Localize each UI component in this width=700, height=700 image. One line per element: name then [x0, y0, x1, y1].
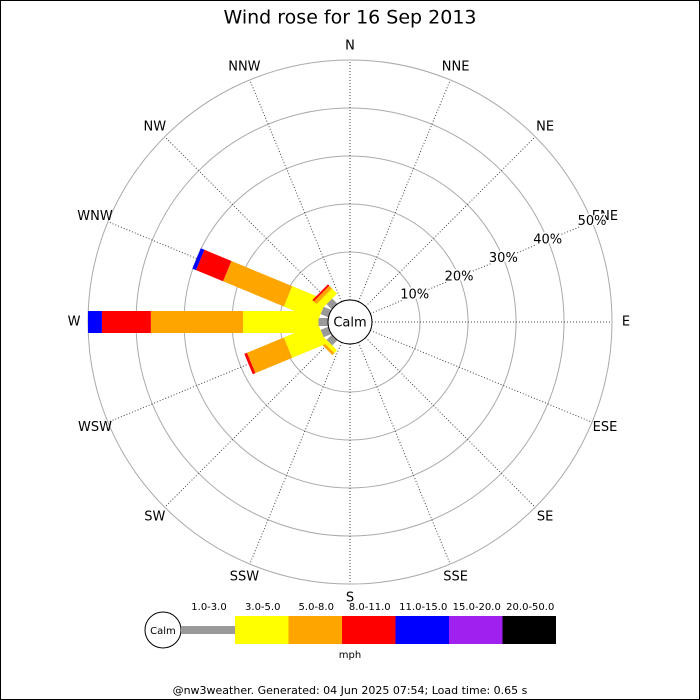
- spoke: [249, 342, 343, 565]
- r-tick-label: 50%: [578, 214, 607, 229]
- direction-label: W: [68, 315, 81, 330]
- spoke: [365, 136, 536, 307]
- bar-segment: [326, 298, 338, 310]
- bar-segment: [320, 326, 332, 338]
- legend-label: 5.0-8.0: [299, 602, 334, 613]
- bar-segment: [244, 352, 256, 375]
- direction-label: SSW: [230, 569, 260, 584]
- bar-segment: [246, 337, 293, 374]
- legend-swatch: [395, 616, 449, 644]
- spoke: [357, 79, 451, 302]
- bar-segment: [88, 311, 102, 333]
- legend: 1.0-3.0 3.0-5.0 5.0-8.0 8.0-11.0 11.0-15.0 15…: [181, 602, 556, 644]
- footer: @nw3weather. Generated: 04 Jun 2025 07:5…: [173, 684, 528, 697]
- bar-segment: [320, 306, 332, 318]
- bar-segment: [326, 334, 338, 346]
- spoke: [357, 342, 451, 565]
- legend-swatch: [235, 616, 289, 644]
- spoke: [164, 337, 335, 508]
- r-tick-label: 40%: [533, 233, 562, 248]
- bar-segment: [283, 286, 327, 321]
- direction-label: NNE: [442, 60, 470, 75]
- bar-segment: [243, 311, 319, 333]
- spoke: [370, 221, 593, 315]
- legend-label: 15.0-20.0: [453, 602, 501, 613]
- direction-label: WNW: [77, 209, 113, 224]
- direction-label: WSW: [78, 420, 112, 435]
- direction-label: E: [622, 315, 630, 330]
- direction-label: SW: [144, 510, 165, 525]
- direction-label: SSE: [443, 569, 468, 584]
- legend-calm-label: Calm: [150, 626, 176, 637]
- bar-segment: [313, 285, 333, 305]
- direction-label: NW: [144, 119, 167, 134]
- bar-segment: [223, 260, 293, 307]
- direction-label: S: [346, 591, 354, 606]
- bar-segment: [318, 318, 328, 326]
- direction-label: NNW: [228, 60, 260, 75]
- legend-unit: mph: [339, 650, 361, 661]
- legend-swatch: [288, 616, 342, 644]
- r-tick-label: 10%: [400, 288, 429, 303]
- spoke: [370, 329, 593, 423]
- bar-segment: [312, 284, 330, 302]
- direction-label: ENE: [592, 209, 618, 224]
- bar-segment: [101, 311, 151, 333]
- legend-label: 3.0-5.0: [245, 602, 280, 613]
- bar-segment: [150, 311, 244, 333]
- plot: N NNE NE ENE E ESE SE SSE S SSW SW WSW W WNW NW NNW Calm…: [68, 39, 631, 606]
- bar-segment: [192, 248, 205, 271]
- legend-label: 11.0-15.0: [399, 602, 447, 613]
- spoke: [365, 337, 536, 508]
- spoke: [164, 136, 335, 307]
- bar-segment: [195, 249, 232, 282]
- direction-label: N: [345, 39, 355, 54]
- legend-label: 20.0-50.0: [506, 602, 554, 613]
- calm-label: Calm: [333, 316, 366, 331]
- legend-swatch: [502, 616, 556, 644]
- direction-label: NE: [536, 119, 554, 134]
- r-tick-label: 20%: [445, 269, 474, 284]
- r-tick-label: 30%: [489, 251, 518, 266]
- legend-swatch: [181, 626, 235, 634]
- legend-swatch: [342, 616, 396, 644]
- spoke: [249, 79, 343, 302]
- calm-circle: [327, 299, 373, 345]
- bar-segment: [316, 288, 338, 310]
- direction-label: SE: [537, 510, 553, 525]
- direction-label: ESE: [593, 420, 618, 435]
- legend-label: 8.0-11.0: [349, 602, 391, 613]
- legend-swatch: [449, 616, 503, 644]
- legend-label: 1.0-3.0: [191, 602, 226, 613]
- chart-title: Wind rose for 16 Sep 2013: [223, 7, 476, 29]
